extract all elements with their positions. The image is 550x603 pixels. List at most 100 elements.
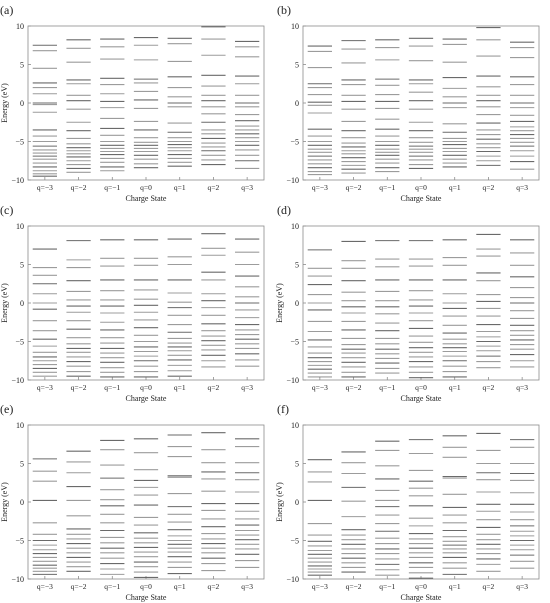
y-tick-label: −5 [15, 138, 24, 147]
plot-frame [302, 424, 540, 580]
plot-frame [27, 25, 265, 181]
y-axis-label: Energy (eV) [275, 283, 284, 323]
y-tick-label: −10 [286, 176, 299, 185]
x-tick-label: q=3 [516, 183, 528, 192]
y-tick-label: 10 [291, 222, 299, 231]
x-tick-label: q=−1 [104, 183, 120, 192]
panel-label: (f) [277, 402, 289, 416]
x-tick-label: q=0 [140, 183, 152, 192]
x-tick-label: q=0 [415, 183, 427, 192]
x-tick-label: q=3 [241, 183, 253, 192]
x-axis-label: Charge State [126, 194, 167, 203]
panel-label: (d) [277, 203, 291, 217]
x-tick-label: q=−1 [379, 183, 395, 192]
x-tick-label: q=3 [516, 582, 528, 591]
y-tick-label: 0 [295, 498, 299, 507]
y-tick-label: −5 [290, 537, 299, 546]
plot-frame [27, 424, 265, 580]
x-tick-label: q=1 [449, 183, 461, 192]
y-tick-label: 5 [20, 460, 24, 469]
x-tick-label: q=−2 [71, 383, 87, 392]
y-tick-label: −10 [286, 575, 299, 584]
plot-frame [27, 225, 265, 381]
x-axis-label: Charge State [126, 593, 167, 602]
y-tick-label: 0 [295, 299, 299, 308]
y-axis-label: Energy (eV) [0, 482, 9, 522]
x-tick-label: q=−2 [71, 183, 87, 192]
y-tick-label: −10 [286, 376, 299, 385]
panel-label: (c) [0, 203, 13, 217]
x-tick-label: q=−3 [37, 183, 53, 192]
x-tick-label: q=0 [415, 383, 427, 392]
panel-label: (e) [0, 402, 13, 416]
x-tick-label: q=3 [241, 582, 253, 591]
y-axis-label: Energy (eV) [0, 283, 9, 323]
y-tick-label: −5 [290, 138, 299, 147]
y-tick-label: 10 [291, 421, 299, 430]
x-tick-label: q=3 [241, 383, 253, 392]
y-tick-label: 5 [20, 261, 24, 270]
x-tick-label: q=2 [483, 582, 495, 591]
y-tick-label: 10 [16, 222, 24, 231]
y-tick-label: 5 [295, 460, 299, 469]
x-axis-label: Charge State [126, 394, 167, 403]
y-tick-label: −5 [15, 338, 24, 347]
x-tick-label: q=1 [174, 582, 186, 591]
y-tick-label: −10 [11, 575, 24, 584]
y-tick-label: 10 [291, 22, 299, 31]
y-tick-label: 0 [20, 498, 24, 507]
x-tick-label: q=0 [415, 582, 427, 591]
y-tick-label: 5 [295, 261, 299, 270]
y-axis-label: Energy (eV) [275, 482, 284, 522]
x-tick-label: q=1 [174, 183, 186, 192]
x-tick-label: q=−3 [312, 582, 328, 591]
x-tick-label: q=2 [208, 582, 220, 591]
x-axis-label: Charge State [401, 593, 442, 602]
y-tick-label: 0 [295, 99, 299, 108]
x-axis-label: Charge State [401, 394, 442, 403]
x-tick-label: q=−2 [346, 383, 362, 392]
x-tick-label: q=3 [516, 383, 528, 392]
panel-label: (b) [277, 3, 291, 17]
x-tick-label: q=−1 [379, 582, 395, 591]
x-tick-label: q=1 [449, 582, 461, 591]
panel-e: (e)10 5 0 −5 −10 Energy (eV) q=−3 q=−2 q=−1 q=0 q=… [0, 402, 265, 602]
y-tick-label: 10 [16, 421, 24, 430]
y-tick-label: 10 [16, 22, 24, 31]
x-tick-label: q=2 [483, 383, 495, 392]
x-tick-label: q=−2 [71, 582, 87, 591]
x-tick-label: q=−2 [346, 582, 362, 591]
y-axis-label: Energy (eV) [0, 83, 9, 123]
y-tick-label: −5 [290, 338, 299, 347]
y-tick-label: 5 [20, 61, 24, 70]
x-tick-label: q=−1 [379, 383, 395, 392]
y-tick-label: −5 [15, 537, 24, 546]
panel-b: (b)10 5 0 −5 −10 q=−3 q=−2 q=−1 q=0 q=1 q=2 q=3 Char… [277, 3, 540, 203]
x-tick-label: q=1 [449, 383, 461, 392]
x-tick-label: q=0 [140, 383, 152, 392]
panel-f: (f)10 5 0 −5 −10 Energy (eV) q=−3 q=−2 q=−1 q=0 q=… [275, 402, 540, 602]
panel-d: (d)10 5 0 −5 −10 Energy (eV) q=−3 q=−2 q=−1 q=0 q=… [275, 203, 540, 403]
panel-label: (a) [0, 3, 13, 17]
y-tick-label: −10 [11, 376, 24, 385]
x-tick-label: q=2 [208, 383, 220, 392]
y-tick-label: 0 [20, 299, 24, 308]
x-tick-label: q=−3 [312, 383, 328, 392]
x-tick-label: q=1 [174, 383, 186, 392]
panel-a: (a)10 5 0 −5 −10 Energy (eV) q=−3 q=−2 q=−1 q=0 q=… [0, 3, 265, 203]
x-tick-label: q=−3 [312, 183, 328, 192]
x-tick-label: q=0 [140, 582, 152, 591]
panel-c: (c)10 5 0 −5 −10 Energy (eV) q=−3 q=−2 q=−1 q=0 q=… [0, 203, 265, 403]
x-tick-label: q=2 [208, 183, 220, 192]
y-tick-label: 5 [295, 61, 299, 70]
x-tick-label: q=−3 [37, 582, 53, 591]
x-tick-label: q=−2 [346, 183, 362, 192]
plot-frame [302, 25, 540, 181]
y-tick-label: −10 [11, 176, 24, 185]
x-axis-label: Charge State [401, 194, 442, 203]
x-tick-label: q=−1 [104, 383, 120, 392]
x-tick-label: q=−1 [104, 582, 120, 591]
x-tick-label: q=2 [483, 183, 495, 192]
x-tick-label: q=−3 [37, 383, 53, 392]
